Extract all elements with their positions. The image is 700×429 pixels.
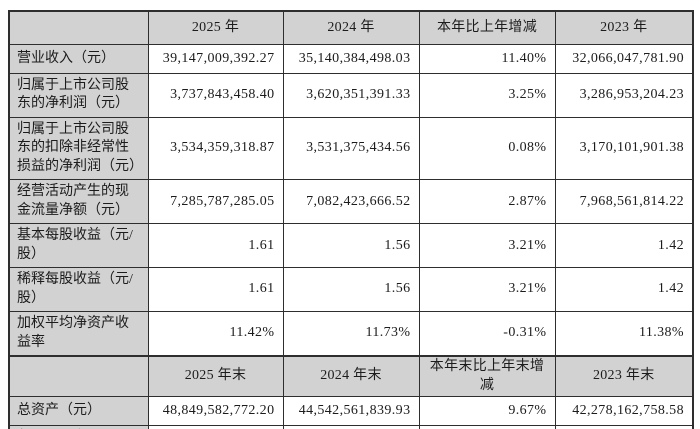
value-cell: 44,542,561,839.93 <box>282 396 420 427</box>
financial-summary-body: 2025 年 2024 年本年比上年增减 2023 年营业收入（元） 39,147,0… <box>8 10 694 429</box>
value-cell: 11.40% <box>418 44 556 74</box>
table-row: 营业收入（元） 39,147,009,392.27 35,140,384,498.0… <box>8 44 694 74</box>
value-cell: 42,278,162,758.58 <box>554 396 694 427</box>
table-row: 归属于上市公司股东的净利润（元） 3,737,843,458.40 3,620,35… <box>8 73 694 118</box>
value-cell: 1.56 <box>282 267 420 313</box>
value-cell: 35,140,384,498.03 <box>282 44 420 74</box>
row-label: 归属于上市公司股东的扣除非经常性损益的净利润（元） <box>8 116 149 181</box>
column-header: 本年比上年增减 <box>418 10 556 45</box>
table-row: 基本每股收益（元/股） 1.61 1.56 3.21% 1.42 <box>8 223 694 269</box>
value-cell: 3,286,953,204.23 <box>554 73 694 118</box>
value-cell: 1.61 <box>147 267 284 313</box>
column-header: 2025 年 <box>147 10 284 45</box>
table-row: 稀释每股收益（元/股） 1.61 1.56 3.21% 1.42 <box>8 267 694 313</box>
value-cell: 34,136,963,183.17 <box>147 425 284 429</box>
value-cell: 9.67% <box>418 396 556 427</box>
value-cell: 32,109,843,557.76 <box>282 425 420 429</box>
row-label: 归属于上市公司股东的净资产（元） <box>8 425 149 429</box>
row-label: 营业收入（元） <box>8 44 149 74</box>
value-cell: 1.42 <box>554 223 694 269</box>
value-cell: 39,147,009,392.27 <box>147 44 284 74</box>
value-cell: 11.38% <box>554 311 694 357</box>
column-header: 2023 年末 <box>554 355 694 398</box>
row-label: 加权平均净资产收益率 <box>8 311 149 357</box>
value-cell: 3,170,101,901.38 <box>554 116 694 181</box>
row-label: 经营活动产生的现金流量净额（元） <box>8 179 149 225</box>
value-cell: 0.08% <box>418 116 556 181</box>
value-cell: 7,968,561,814.22 <box>554 179 694 225</box>
row-label: 稀释每股收益（元/股） <box>8 267 149 313</box>
value-cell: 1.61 <box>147 223 284 269</box>
corner-header-cell <box>8 355 149 398</box>
value-cell: 1.42 <box>554 267 694 313</box>
header-row: 2025 年末 2024 年末 本年末比上年末增减 2023 年末 <box>8 355 694 398</box>
row-label: 归属于上市公司股东的净利润（元） <box>8 73 149 118</box>
value-cell: 2.87% <box>418 179 556 225</box>
value-cell: 3.21% <box>418 223 556 269</box>
value-cell: -0.31% <box>418 311 556 357</box>
value-cell: 7,082,423,666.52 <box>282 179 420 225</box>
value-cell: 3.21% <box>418 267 556 313</box>
value-cell: 32,066,047,781.90 <box>554 44 694 74</box>
value-cell: 3,620,351,391.33 <box>282 73 420 118</box>
corner-header-cell <box>8 10 149 45</box>
value-cell: 3.25% <box>418 73 556 118</box>
value-cell: 1.56 <box>282 223 420 269</box>
value-cell: 3,737,843,458.40 <box>147 73 284 118</box>
table-row: 加权平均净资产收益率 11.42% 11.73% -0.31% 11.38% <box>8 311 694 357</box>
table-row: 归属于上市公司股东的净资产（元）34,136,963,183.1732,109,… <box>8 425 694 429</box>
row-label: 基本每股收益（元/股） <box>8 223 149 269</box>
row-label: 总资产（元） <box>8 396 149 427</box>
header-row: 2025 年 2024 年本年比上年增减 2023 年 <box>8 10 694 45</box>
column-header: 2024 年 <box>282 10 420 45</box>
table-row: 归属于上市公司股东的扣除非经常性损益的净利润（元） 3,534,359,318.8… <box>8 116 694 181</box>
table-row: 经营活动产生的现金流量净额（元） 7,285,787,285.05 7,082,42… <box>8 179 694 225</box>
column-header: 2025 年末 <box>147 355 284 398</box>
value-cell: 3,534,359,318.87 <box>147 116 284 181</box>
column-header: 2023 年 <box>554 10 694 45</box>
table-row: 总资产（元） 48,849,582,772.20 44,542,561,839.93… <box>8 396 694 427</box>
value-cell: 6.31% <box>418 425 556 429</box>
value-cell: 48,849,582,772.20 <box>147 396 284 427</box>
value-cell: 11.42% <box>147 311 284 357</box>
column-header: 2024 年末 <box>282 355 420 398</box>
financial-summary-table: 2025 年 2024 年本年比上年增减 2023 年营业收入（元） 39,147,0… <box>8 10 694 429</box>
value-cell: 7,285,787,285.05 <box>147 179 284 225</box>
value-cell: 3,531,375,434.56 <box>282 116 420 181</box>
value-cell: 29,650,687,131.66 <box>554 425 694 429</box>
column-header: 本年末比上年末增减 <box>418 355 556 398</box>
value-cell: 11.73% <box>282 311 420 357</box>
